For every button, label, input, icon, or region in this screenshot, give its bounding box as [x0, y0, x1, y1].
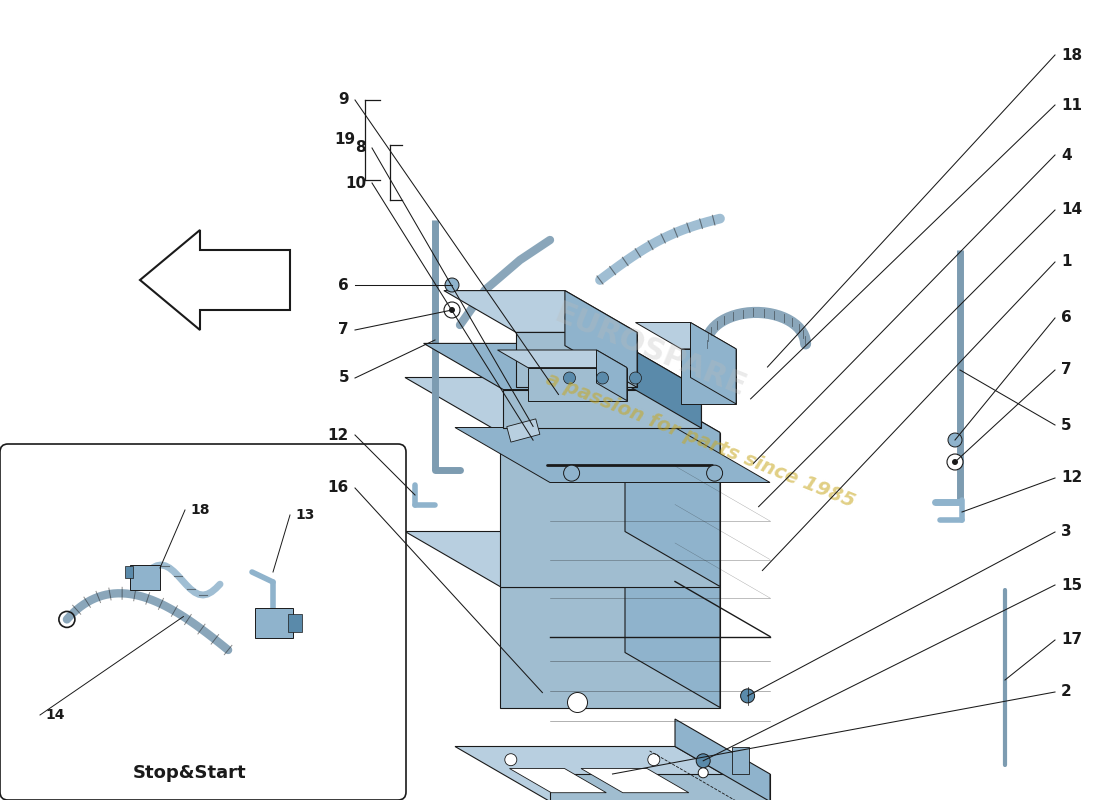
- Circle shape: [948, 433, 962, 447]
- FancyBboxPatch shape: [0, 444, 406, 800]
- Circle shape: [444, 302, 460, 318]
- Text: 1: 1: [1062, 254, 1071, 270]
- Polygon shape: [621, 343, 702, 428]
- Polygon shape: [140, 230, 290, 330]
- Polygon shape: [565, 290, 637, 387]
- Circle shape: [563, 372, 575, 384]
- Polygon shape: [625, 378, 720, 586]
- Circle shape: [449, 307, 455, 313]
- Text: 16: 16: [328, 481, 349, 495]
- Text: 5: 5: [1062, 418, 1071, 433]
- Polygon shape: [405, 378, 720, 433]
- Text: 14: 14: [45, 708, 65, 722]
- Bar: [125, 566, 133, 578]
- Bar: [130, 565, 159, 590]
- Polygon shape: [732, 746, 748, 774]
- Circle shape: [648, 754, 660, 766]
- Circle shape: [696, 754, 711, 768]
- Polygon shape: [636, 322, 736, 349]
- Bar: [288, 614, 302, 632]
- Polygon shape: [509, 769, 606, 793]
- Polygon shape: [550, 774, 770, 800]
- Circle shape: [563, 465, 580, 481]
- Polygon shape: [424, 343, 702, 390]
- Text: a passion for parts since 1985: a passion for parts since 1985: [542, 369, 857, 511]
- Text: 7: 7: [339, 322, 349, 338]
- Bar: [507, 419, 540, 442]
- Circle shape: [505, 754, 517, 766]
- Text: Stop&Start: Stop&Start: [133, 764, 246, 782]
- Circle shape: [706, 465, 723, 481]
- Polygon shape: [504, 390, 702, 428]
- Polygon shape: [455, 746, 770, 800]
- Text: 9: 9: [339, 93, 349, 107]
- Text: 19: 19: [334, 133, 355, 147]
- Circle shape: [947, 454, 962, 470]
- Circle shape: [446, 278, 459, 292]
- Text: 6: 6: [339, 278, 349, 293]
- Text: 8: 8: [355, 141, 366, 155]
- Text: 17: 17: [1062, 633, 1082, 647]
- Circle shape: [740, 689, 755, 703]
- Circle shape: [568, 693, 587, 713]
- Text: 18: 18: [190, 503, 209, 517]
- Polygon shape: [500, 433, 720, 586]
- Polygon shape: [455, 427, 770, 482]
- Polygon shape: [497, 350, 627, 368]
- Polygon shape: [596, 350, 627, 401]
- Polygon shape: [444, 290, 637, 333]
- Polygon shape: [500, 586, 720, 707]
- Bar: [255, 608, 293, 638]
- Circle shape: [952, 459, 958, 465]
- Circle shape: [629, 372, 641, 384]
- Polygon shape: [625, 531, 720, 707]
- Text: 11: 11: [1062, 98, 1082, 113]
- Circle shape: [698, 768, 708, 778]
- Polygon shape: [691, 322, 736, 404]
- Text: 5: 5: [339, 370, 349, 386]
- Text: 6: 6: [1062, 310, 1071, 326]
- Text: 7: 7: [1062, 362, 1071, 378]
- Text: 2: 2: [1062, 685, 1071, 699]
- Text: 15: 15: [1062, 578, 1082, 593]
- Polygon shape: [528, 368, 627, 401]
- Polygon shape: [581, 769, 689, 793]
- Text: EUROSPARE: EUROSPARE: [550, 298, 750, 402]
- Text: 14: 14: [1062, 202, 1082, 218]
- Polygon shape: [516, 333, 637, 387]
- Text: 4: 4: [1062, 147, 1071, 162]
- Text: 3: 3: [1062, 525, 1071, 539]
- Text: 18: 18: [1062, 47, 1082, 62]
- Polygon shape: [405, 531, 720, 586]
- Text: 13: 13: [295, 508, 315, 522]
- Circle shape: [596, 372, 608, 384]
- Polygon shape: [675, 719, 770, 800]
- Text: 12: 12: [328, 427, 349, 442]
- Text: 12: 12: [1062, 470, 1082, 486]
- Text: 10: 10: [345, 175, 366, 190]
- Polygon shape: [681, 349, 736, 404]
